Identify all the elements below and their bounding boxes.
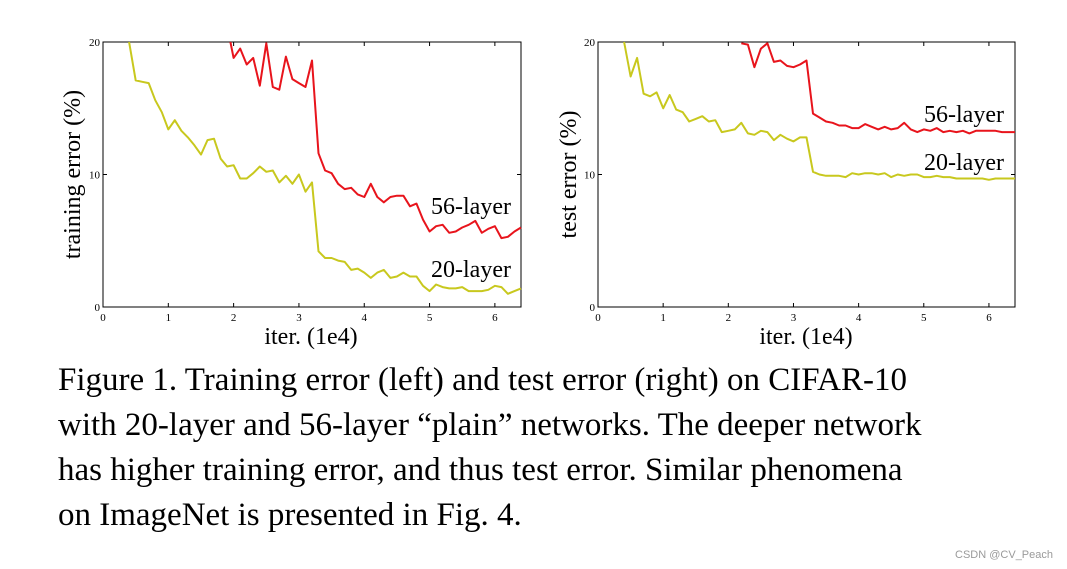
caption-line-3: has higher training error, and thus test… (58, 452, 903, 488)
train-series-line-56-layer (229, 41, 522, 240)
train-x-tick-label: 4 (362, 312, 368, 324)
train-x-tick-label: 6 (492, 312, 498, 324)
caption-line-4: on ImageNet is presented in Fig. 4. (58, 497, 522, 533)
test-y-tick-label: 20 (584, 37, 596, 49)
train-series-line-20-layer (128, 41, 522, 295)
test-x-tick-label: 3 (791, 312, 797, 324)
test-chart-panel: 0 1 2 3 4 5 6 0 10 20 iter. (1e4) test error (%) 56-… (556, 37, 1016, 350)
caption-line-1: Figure 1. Training error (left) and test… (58, 362, 907, 398)
train-series-label-20-layer: 20-layer (431, 257, 511, 283)
train-x-tick-label: 0 (100, 312, 106, 324)
test-x-tick-label: 5 (921, 312, 927, 324)
train-x-axis-label: iter. (1e4) (264, 324, 357, 350)
test-x-axis-label: iter. (1e4) (759, 324, 852, 350)
train-series-label-56-layer: 56-layer (431, 194, 511, 220)
train-x-tick-label: 3 (296, 312, 302, 324)
train-x-tick-label: 1 (166, 312, 172, 324)
test-x-tick-label: 2 (726, 312, 732, 324)
train-y-tick-label: 10 (89, 170, 101, 182)
train-chart-panel: 0 1 2 3 4 5 6 0 10 20 iter. (1e4) training error (%… (60, 37, 522, 350)
train-y-tick-label: 20 (89, 37, 101, 49)
figure-caption: Figure 1. Training error (left) and test… (58, 358, 1038, 538)
test-series-line-56-layer (741, 42, 1015, 135)
test-y-tick-label: 10 (584, 170, 596, 182)
test-series-line-20-layer (623, 41, 1015, 181)
train-y-tick-label: 0 (95, 302, 101, 314)
train-x-tick-label: 2 (231, 312, 237, 324)
test-x-tick-label: 4 (856, 312, 862, 324)
test-x-tick-label: 1 (660, 312, 666, 324)
test-x-tick-label: 6 (986, 312, 992, 324)
caption-line-2: with 20-layer and 56-layer “plain” netwo… (58, 407, 922, 443)
test-series-label-56-layer: 56-layer (924, 102, 1004, 128)
test-x-tick-label: 0 (595, 312, 601, 324)
train-y-axis-label: training error (%) (60, 90, 86, 259)
test-y-tick-label: 0 (590, 302, 596, 314)
test-y-axis-label: test error (%) (556, 111, 582, 239)
watermark: CSDN @CV_Peach (955, 549, 1053, 561)
train-x-tick-label: 5 (427, 312, 433, 324)
test-series-label-20-layer: 20-layer (924, 150, 1004, 176)
